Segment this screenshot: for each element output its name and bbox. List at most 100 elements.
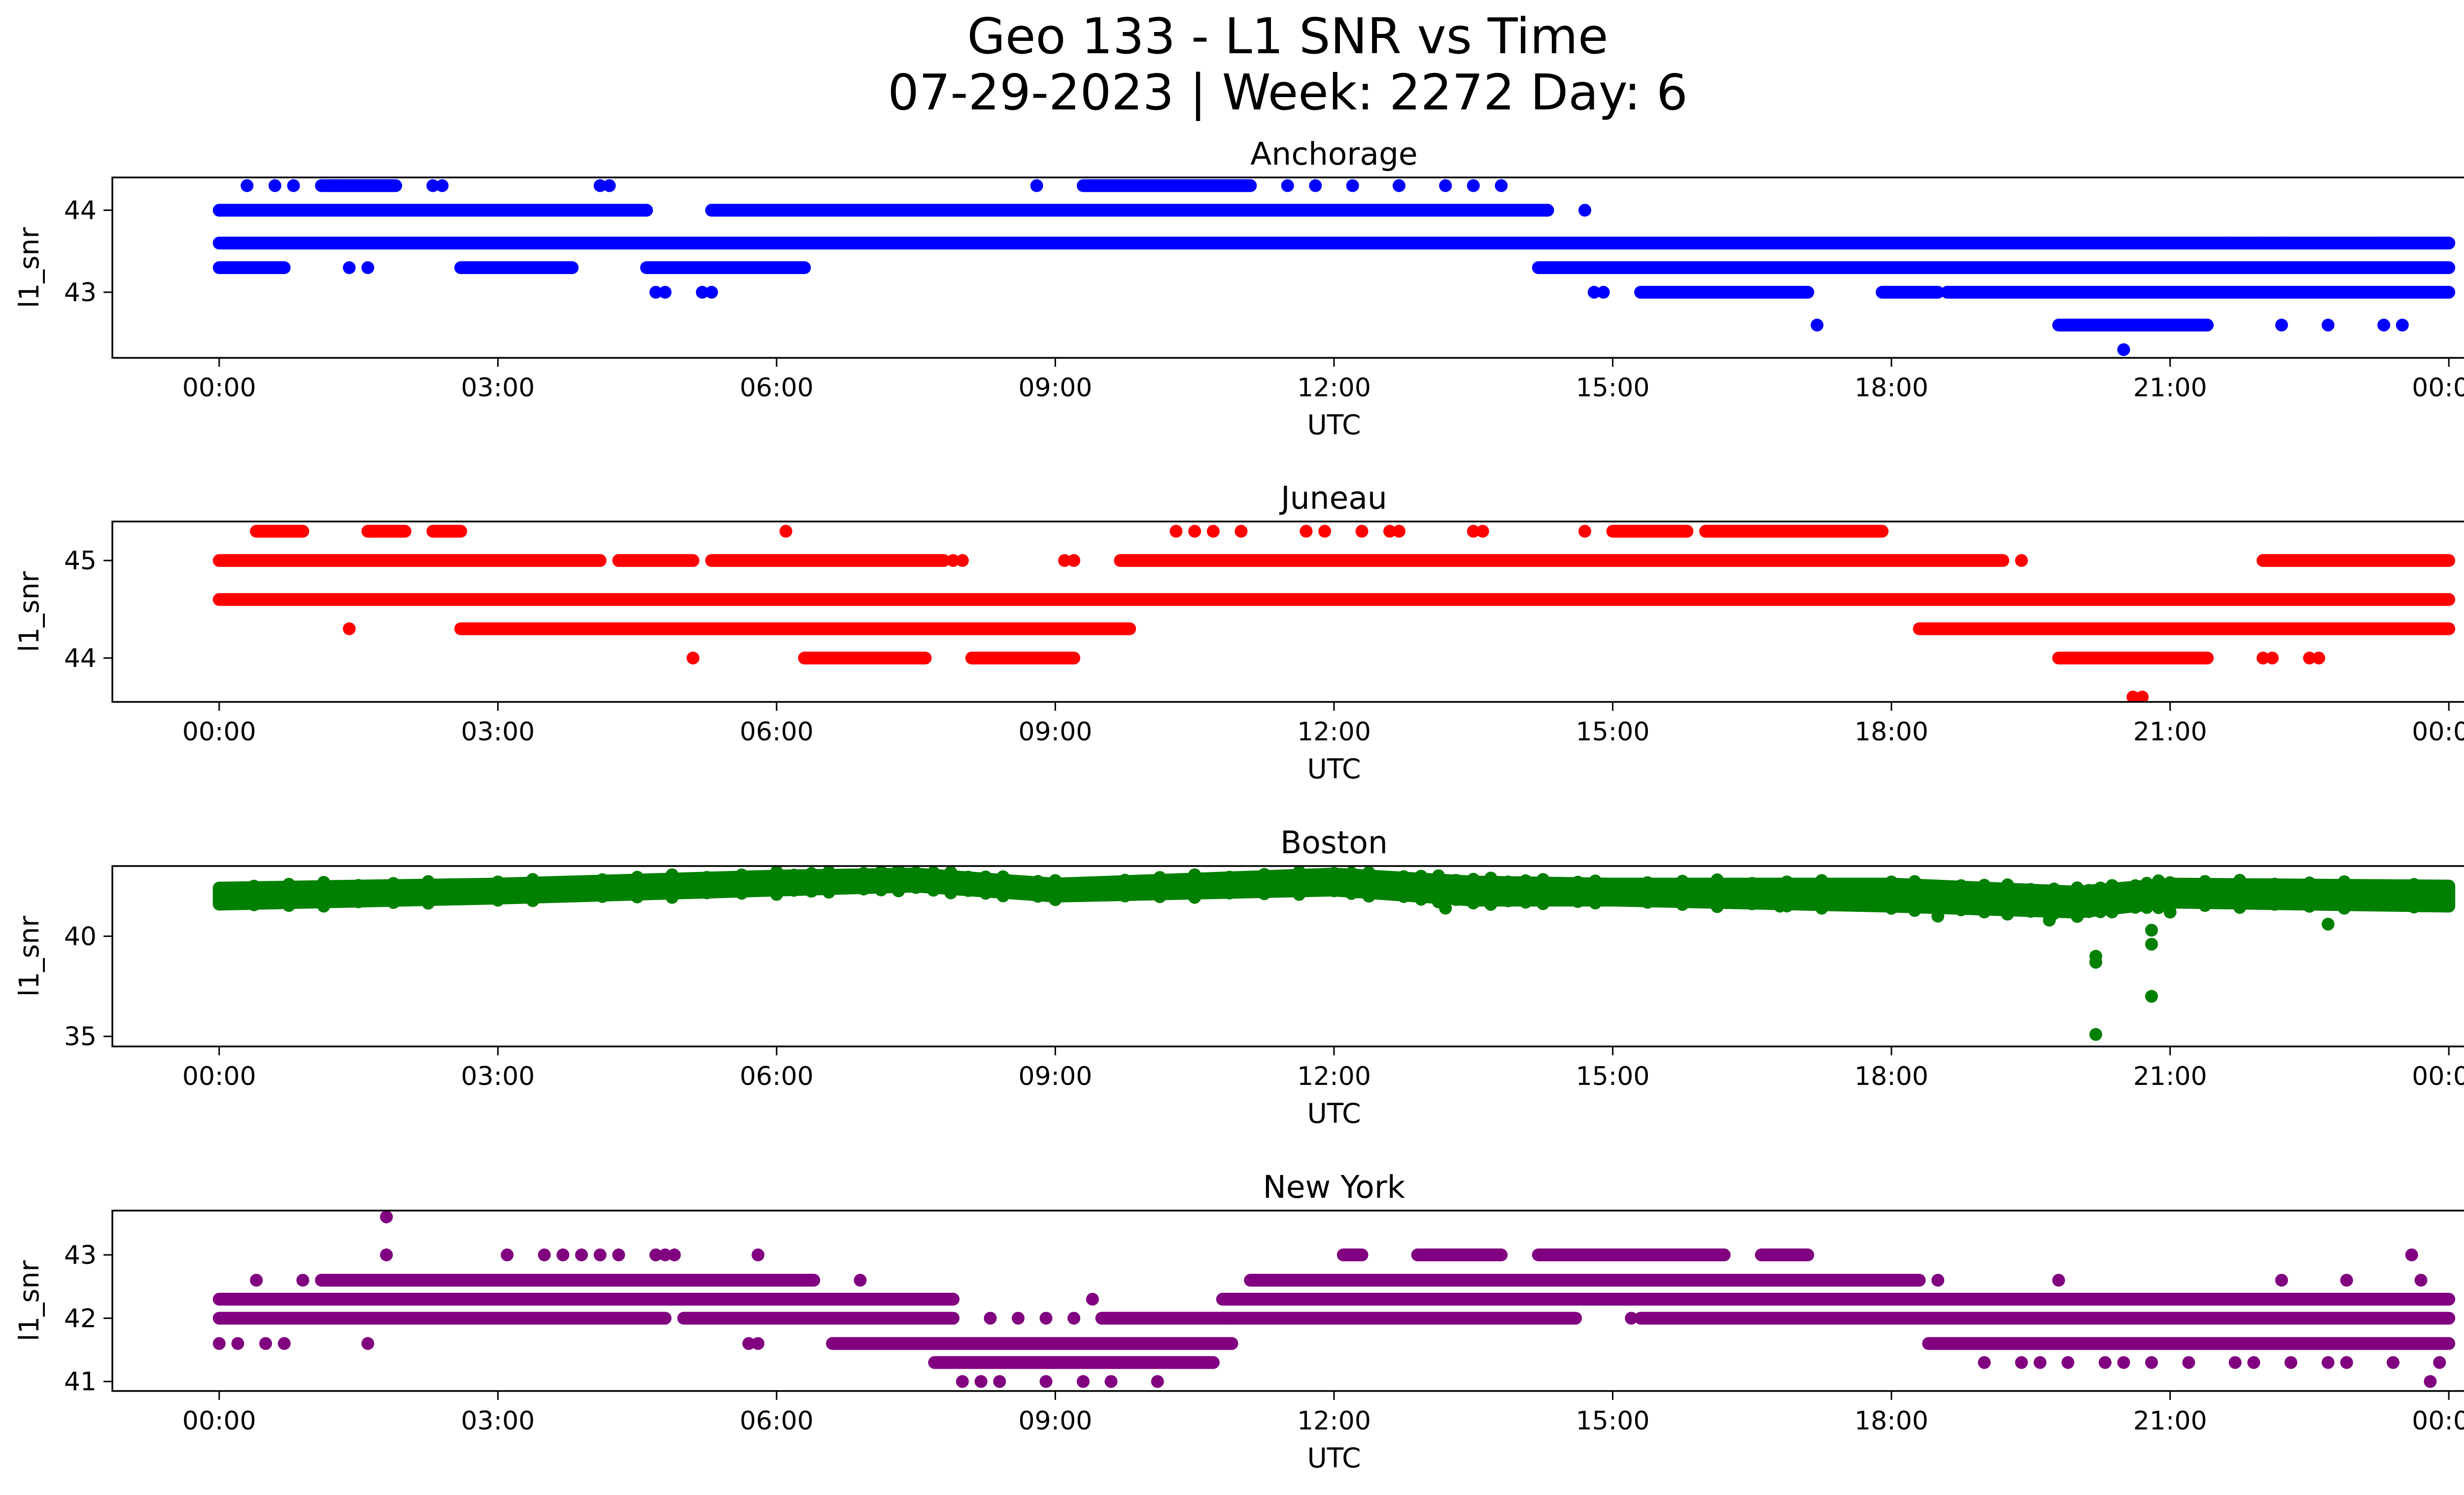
data-point [2048, 882, 2061, 896]
x-tick-label: 00:00 [2412, 1062, 2464, 1091]
data-point [631, 890, 644, 904]
data-point [686, 651, 700, 664]
data-point [1467, 896, 1480, 909]
data-point [770, 888, 783, 901]
data-point [1084, 876, 1097, 890]
data-point [612, 1248, 625, 1261]
data-point [2024, 904, 2037, 918]
data-point [2152, 874, 2165, 887]
data-point [1978, 905, 1991, 919]
data-point [649, 285, 662, 299]
data-point [2163, 876, 2177, 889]
data-point [1476, 524, 1489, 538]
data-point [1850, 877, 1863, 891]
data-point [1449, 893, 1463, 906]
data-point [1908, 875, 1921, 888]
y-axis-label: l1_snr [13, 571, 45, 652]
data-point [2407, 901, 2421, 914]
data-point [2303, 900, 2316, 913]
data-point [1519, 874, 1532, 887]
x-tick-label: 15:00 [1576, 373, 1650, 403]
data-point [2322, 917, 2335, 931]
data-point [436, 179, 449, 192]
data-point [1484, 871, 1498, 885]
data-point [2396, 318, 2409, 332]
data-point [1606, 877, 1619, 891]
data-point [752, 1248, 765, 1261]
data-point [2082, 884, 2095, 897]
data-point [2082, 905, 2095, 918]
data-point [822, 866, 835, 878]
data-point [268, 179, 281, 192]
data-point [1031, 890, 1045, 903]
data-point [668, 1248, 681, 1261]
data-point [1711, 873, 1724, 886]
subplot-boston: Boston 00:00 03:00 06:00 09:00 12:00 15:00 18:0… [13, 825, 2464, 1129]
data-point [1554, 894, 1567, 907]
data-point [2001, 878, 2014, 892]
data-point [805, 885, 818, 898]
data-point [1467, 524, 1480, 538]
x-tick-label: 06:00 [740, 717, 814, 747]
data-point [2377, 318, 2391, 332]
data-point [1223, 886, 1236, 900]
data-point [380, 1211, 393, 1223]
data-point [2266, 651, 2279, 664]
data-point [538, 1248, 551, 1261]
x-tick-label: 21:00 [2133, 1062, 2207, 1091]
data-point [2117, 343, 2130, 356]
x-tick-label: 18:00 [1854, 373, 1928, 403]
data-point [1039, 1312, 1053, 1325]
x-tick-label: 00:00 [182, 373, 256, 403]
scatter-points [212, 179, 2456, 356]
data-point [593, 1248, 607, 1261]
data-point [426, 179, 440, 192]
data-point [2001, 907, 2014, 921]
data-point [2303, 876, 2316, 890]
data-point [735, 869, 749, 882]
data-point [779, 524, 792, 538]
data-point [705, 285, 718, 299]
data-point [361, 261, 375, 274]
data-point [1104, 1375, 1118, 1388]
data-point [956, 554, 969, 567]
x-tick-label: 00:00 [2412, 1406, 2464, 1436]
data-point [2145, 924, 2158, 937]
data-point [212, 898, 226, 911]
data-point [2061, 1356, 2075, 1369]
data-point [1328, 884, 1340, 898]
data-point [240, 179, 254, 192]
data-point [1850, 899, 1863, 912]
data-point [1397, 870, 1410, 883]
x-axis-label: UTC [1307, 1442, 1361, 1474]
data-point [857, 867, 870, 880]
scatter-points [212, 524, 2456, 702]
subplot-title: Boston [1280, 825, 1388, 861]
y-tick-label: 43 [64, 278, 97, 308]
data-point [1414, 893, 1428, 906]
data-point [1811, 318, 1824, 332]
data-point [956, 1375, 969, 1388]
data-point [1392, 524, 1405, 538]
data-point [1502, 894, 1515, 907]
data-point [1467, 872, 1480, 886]
data-point [2257, 237, 2270, 250]
figure-title-line2: 07-29-2023 | Week: 2272 Day: 6 [888, 64, 1687, 121]
data-point [840, 881, 853, 895]
data-point [2024, 883, 2037, 896]
data-point [2198, 875, 2212, 888]
data-point [342, 622, 356, 635]
data-point [1300, 524, 1313, 538]
data-point [1414, 869, 1428, 883]
data-point [1355, 524, 1369, 538]
y-tick-label: 43 [64, 1241, 97, 1270]
data-point [1484, 898, 1498, 911]
data-point [2071, 881, 2084, 895]
data-point [596, 890, 609, 903]
data-point [665, 891, 679, 904]
data-point [979, 870, 992, 884]
data-point [2089, 956, 2102, 969]
data-point [1885, 902, 1898, 915]
data-point [1067, 554, 1081, 567]
data-point [277, 1337, 291, 1350]
